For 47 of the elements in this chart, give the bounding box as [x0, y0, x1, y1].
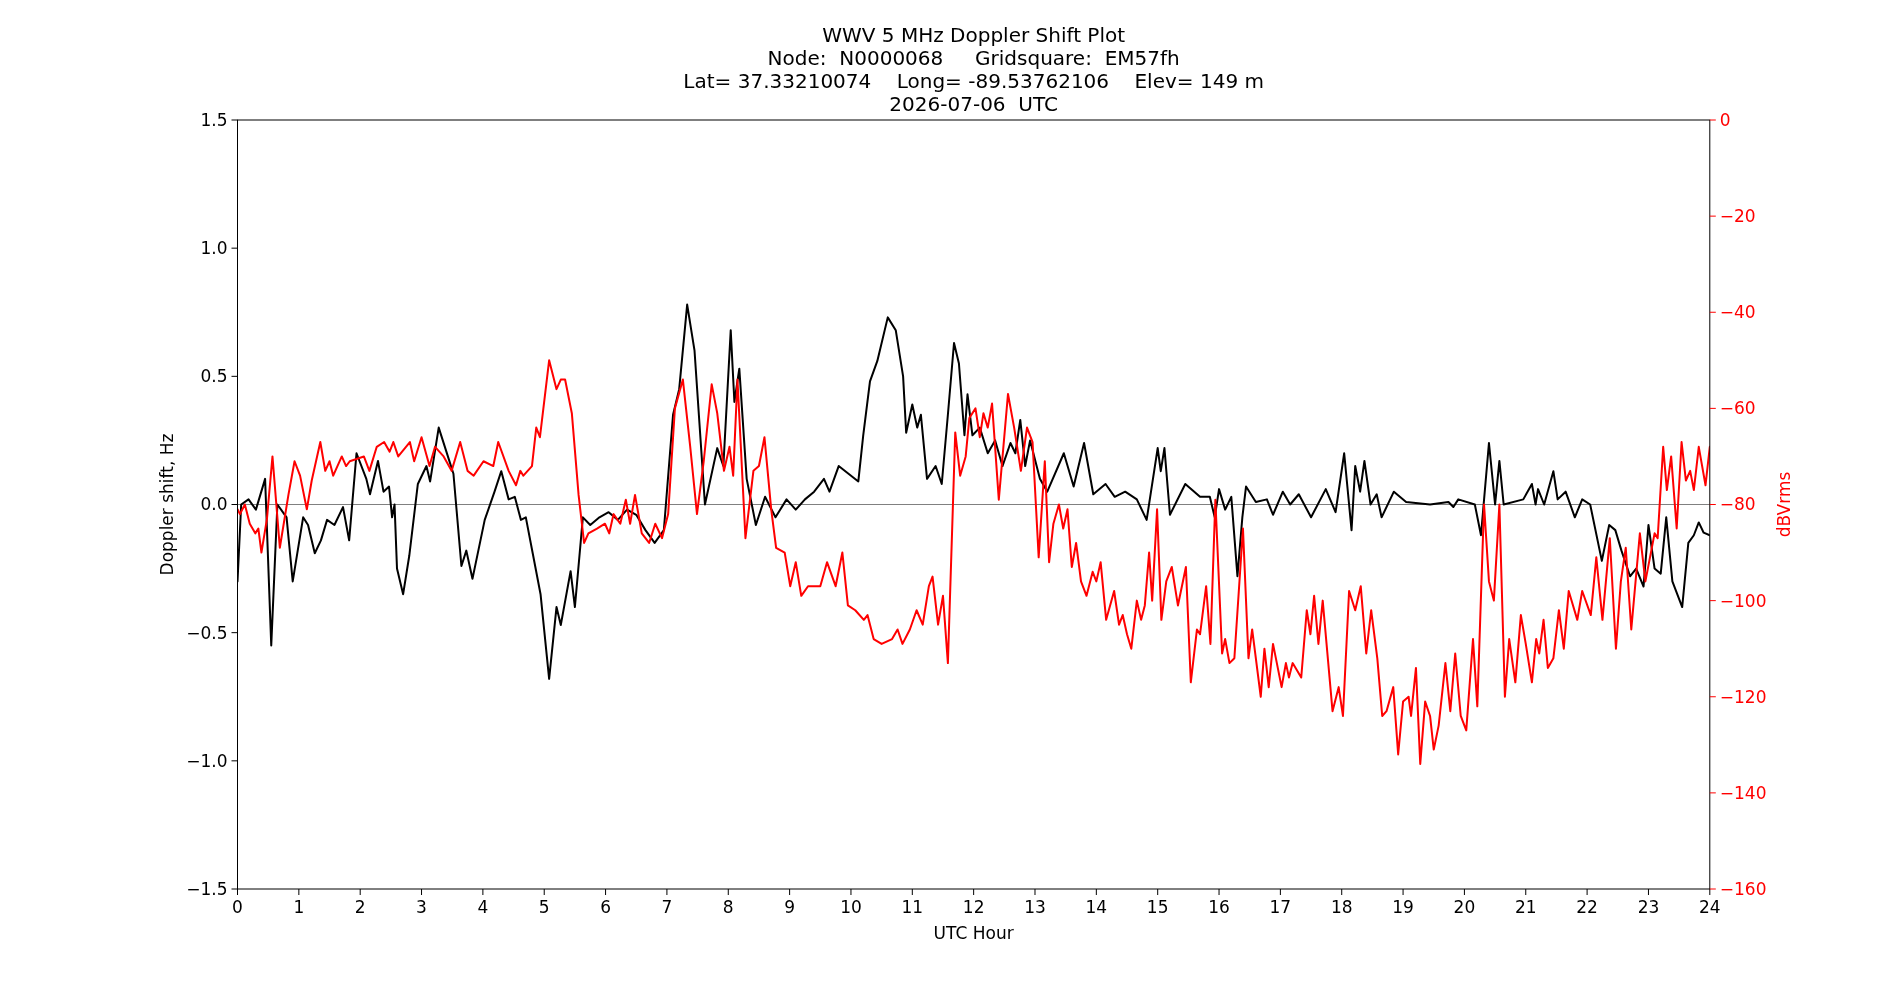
x-tick-label: 17 [1269, 897, 1292, 917]
x-tick-label: 11 [901, 897, 924, 917]
y-tick-label: 1.5 [200, 109, 228, 130]
y2-tick-label: −80 [1719, 494, 1756, 515]
y-tick-label: −0.5 [186, 622, 228, 643]
x-tick-label: 22 [1576, 897, 1598, 917]
x-tick-label: 10 [840, 897, 862, 917]
x-tick-label: 14 [1085, 897, 1108, 917]
x-tick-label: 0 [232, 897, 243, 917]
x-tick-label: 1 [293, 897, 305, 917]
x-tick-label: 13 [1024, 897, 1046, 917]
x-tick-label: 21 [1514, 897, 1537, 917]
x-tick-label: 16 [1208, 897, 1230, 917]
x-tick-label: 18 [1330, 897, 1353, 917]
x-tick-label: 3 [416, 897, 427, 917]
y-tick-label: 1.0 [200, 238, 228, 259]
y2-tick-label: −100 [1719, 590, 1767, 611]
x-tick-label: 5 [538, 897, 550, 917]
y-axis-title: Doppler shift, Hz [156, 433, 177, 576]
line-series [237, 359, 1710, 766]
x-tick-label: 15 [1146, 897, 1169, 917]
chart-subtitle: Node: N0000068 Gridsquare: EM57fh Lat= 37.33210074 Long= -89.53762106 Elev= 149 m 2026-07-06 UTC [683, 46, 1264, 116]
y-tick-label: −1.0 [186, 750, 228, 771]
y2-axis-title: dBVrms [1773, 471, 1794, 538]
y-tick-label: 0.0 [200, 494, 228, 515]
x-axis-title: UTC Hour [933, 923, 1014, 943]
x-tick-label: 19 [1392, 897, 1414, 917]
y2-tick-label: −60 [1719, 398, 1756, 419]
y2-tick-label: −20 [1719, 206, 1756, 227]
x-tick-label: 12 [962, 897, 985, 917]
x-tick-label: 4 [477, 897, 489, 917]
y-tick-label: 0.5 [200, 366, 228, 387]
y2-tick-label: 0 [1719, 109, 1731, 130]
x-tick-label: 7 [661, 897, 673, 917]
y2-tick-label: −160 [1719, 878, 1767, 899]
x-tick-label: 9 [784, 897, 796, 917]
y2-tick-label: −40 [1719, 302, 1756, 323]
y2-tick-label: −140 [1719, 782, 1767, 803]
x-tick-label: 24 [1698, 897, 1721, 917]
y-tick-label: −1.5 [186, 878, 228, 899]
x-tick-label: 2 [354, 897, 366, 917]
x-tick-label: 20 [1453, 897, 1476, 917]
x-tick-label: 23 [1637, 897, 1660, 917]
x-tick-label: 8 [722, 897, 734, 917]
y2-tick-label: −120 [1719, 686, 1767, 707]
chart-title: WWV 5 MHz Doppler Shift Plot [822, 23, 1126, 47]
x-tick-label: 6 [600, 897, 611, 917]
